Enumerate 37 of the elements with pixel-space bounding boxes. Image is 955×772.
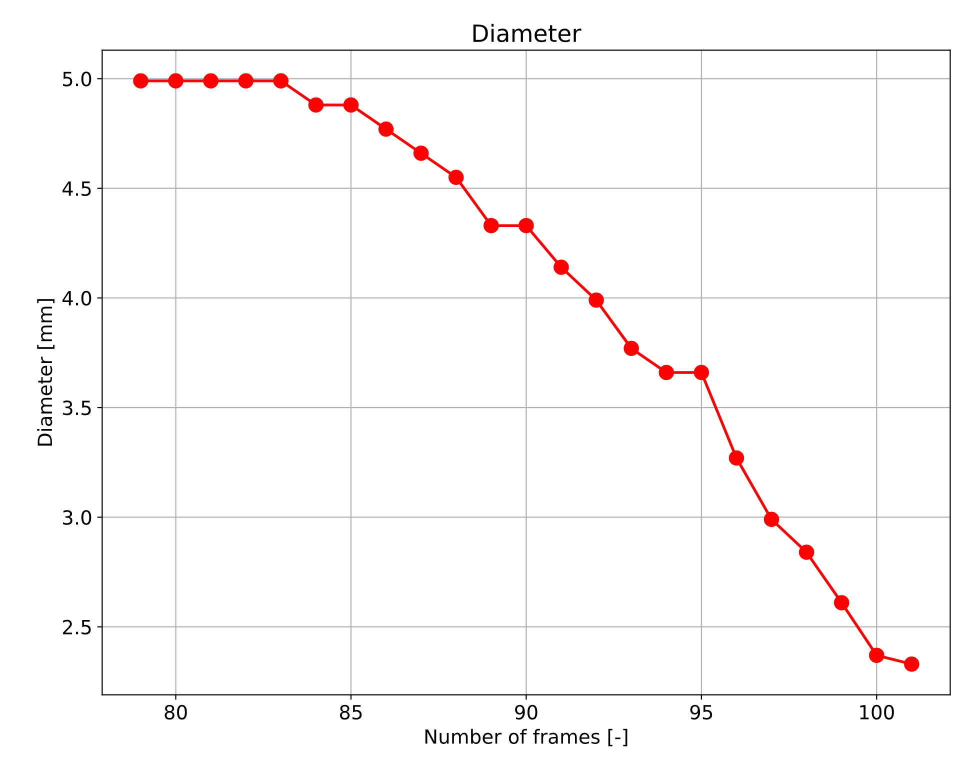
point	[238, 73, 254, 89]
point	[133, 73, 148, 89]
point	[343, 97, 359, 113]
point	[308, 97, 324, 113]
point	[868, 648, 884, 663]
x-tick-label: 90	[515, 704, 538, 720]
y-tick-label: 5.0	[63, 72, 92, 86]
x-tick-label: 100	[860, 704, 894, 720]
chart-title: Diameter	[473, 24, 582, 42]
y-tick-label: 4.5	[62, 182, 91, 196]
point	[658, 364, 674, 380]
point	[834, 595, 850, 610]
y-tick-label: 4.0	[62, 290, 92, 306]
y-tick-label: 3.0	[63, 510, 92, 525]
point	[413, 146, 429, 161]
point	[624, 340, 639, 356]
y-tick-label: 2.5	[62, 620, 91, 634]
point	[203, 73, 218, 89]
y-tick-label: 3.5	[63, 400, 91, 416]
point	[378, 121, 394, 137]
point	[798, 544, 814, 560]
x-tick-label: 95	[690, 704, 712, 720]
x-axis-title: Number of frames [-]	[425, 728, 628, 746]
point	[554, 260, 569, 275]
x-tick-label: 80	[164, 704, 187, 720]
point	[484, 218, 499, 234]
point	[168, 73, 184, 89]
point	[273, 73, 289, 89]
point	[694, 364, 710, 380]
point	[448, 170, 464, 185]
point	[904, 656, 920, 672]
x-tick-label: 85	[340, 704, 362, 720]
y-axis-title: Diameter [mm]	[37, 299, 55, 446]
point	[728, 450, 744, 466]
point	[588, 292, 604, 308]
point	[764, 512, 780, 528]
point	[518, 218, 534, 234]
